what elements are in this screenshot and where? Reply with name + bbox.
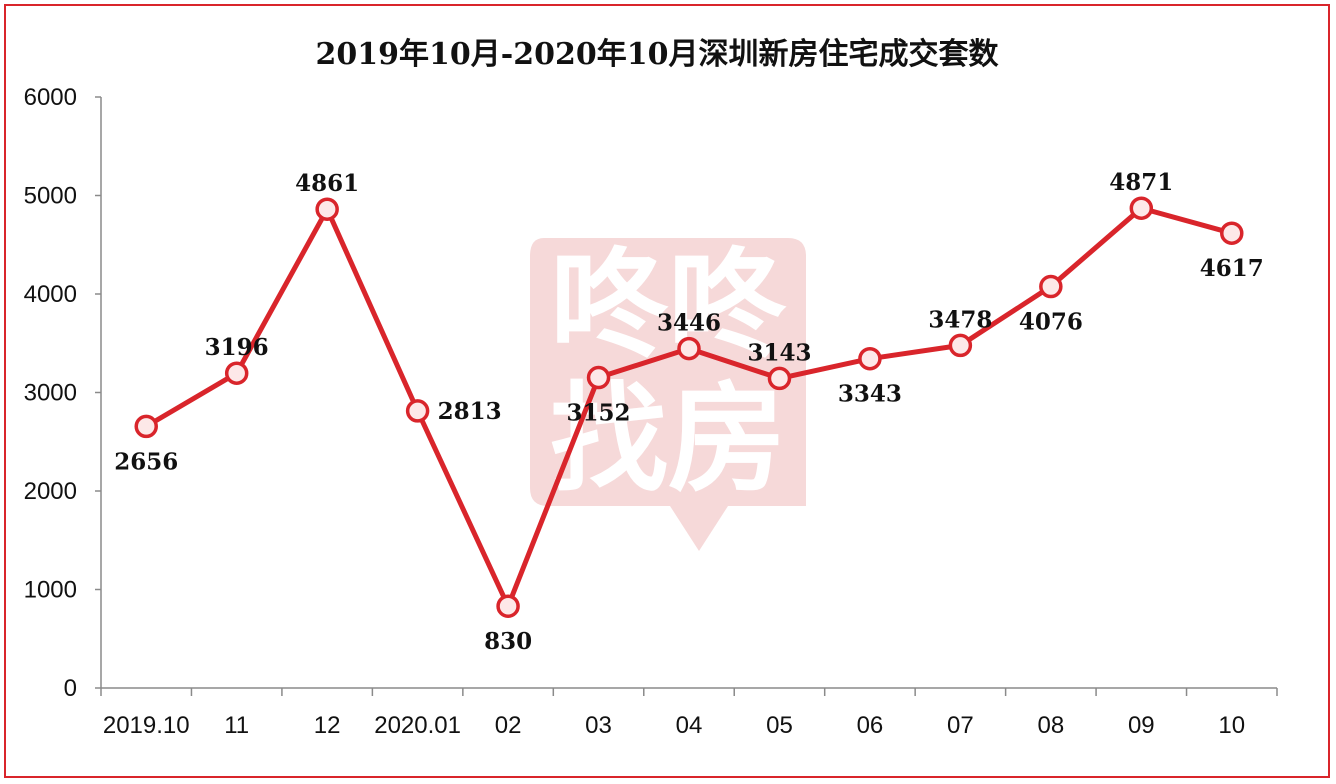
y-tick-label: 6000 <box>24 84 77 111</box>
axes: 0 1000 2000 3000 4000 5000 6000 2019.10 11 12 2020… <box>24 84 1278 739</box>
data-label: 3143 <box>747 339 811 366</box>
x-tick-label: 09 <box>1128 712 1155 739</box>
x-tick-label: 10 <box>1218 712 1245 739</box>
chart-title: 2019年10月-2020年10月深圳新房住宅成交套数 <box>316 37 1000 72</box>
data-label: 4871 <box>1109 169 1173 196</box>
data-point <box>1129 196 1154 220</box>
data-label: 2813 <box>438 398 502 425</box>
y-tick-label: 4000 <box>24 281 77 308</box>
data-labels: 2656 3196 4861 2813 830 3152 3446 3143 3343 3478 4… <box>114 169 1264 655</box>
data-label: 3446 <box>657 310 721 337</box>
x-tick-label: 2020.01 <box>374 712 461 739</box>
data-point <box>134 414 158 439</box>
data-point <box>1039 274 1063 299</box>
x-tick-label: 06 <box>857 712 884 739</box>
watermark-badge <box>530 238 806 551</box>
data-label: 4076 <box>1019 309 1083 336</box>
x-tick-label: 05 <box>766 712 793 739</box>
x-tick-label: 2019.10 <box>103 712 190 739</box>
x-tick-label: 03 <box>585 712 612 739</box>
data-label: 3478 <box>928 306 992 333</box>
data-label: 830 <box>484 628 532 655</box>
x-tick-label: 11 <box>224 712 249 739</box>
data-label: 3196 <box>205 334 269 361</box>
y-tick-label: 5000 <box>24 183 77 210</box>
watermark-line-2: 找房 <box>550 370 786 508</box>
y-tick-label: 2000 <box>24 478 77 505</box>
data-point <box>405 399 430 423</box>
x-tick-label: 04 <box>676 712 703 739</box>
data-label: 4861 <box>295 170 359 197</box>
x-tick-label: 02 <box>495 712 522 739</box>
data-point <box>496 594 520 618</box>
data-label: 3152 <box>567 400 631 427</box>
data-point <box>1220 221 1244 245</box>
data-point <box>586 365 611 390</box>
x-tick-label: 07 <box>947 712 974 739</box>
y-tick-label: 0 <box>64 675 77 702</box>
x-tick-label: 08 <box>1037 712 1064 739</box>
series <box>134 196 1244 618</box>
y-tick-label: 3000 <box>24 380 77 407</box>
data-point <box>315 197 339 221</box>
data-point <box>677 336 701 361</box>
data-label: 2656 <box>114 448 178 475</box>
data-label: 3343 <box>838 381 902 408</box>
x-tick-label: 12 <box>314 712 341 739</box>
data-point <box>858 346 882 371</box>
data-label: 4617 <box>1200 255 1264 282</box>
y-tick-label: 1000 <box>24 577 77 604</box>
data-point <box>948 333 973 358</box>
data-point <box>224 361 249 385</box>
data-point <box>767 366 792 391</box>
watermark-line-1: 咚咚 <box>550 236 787 374</box>
chart-frame: 咚咚 找房 2019年10月-2020年10月深圳新房住宅成交套数 0 1000 20… <box>4 4 1330 778</box>
